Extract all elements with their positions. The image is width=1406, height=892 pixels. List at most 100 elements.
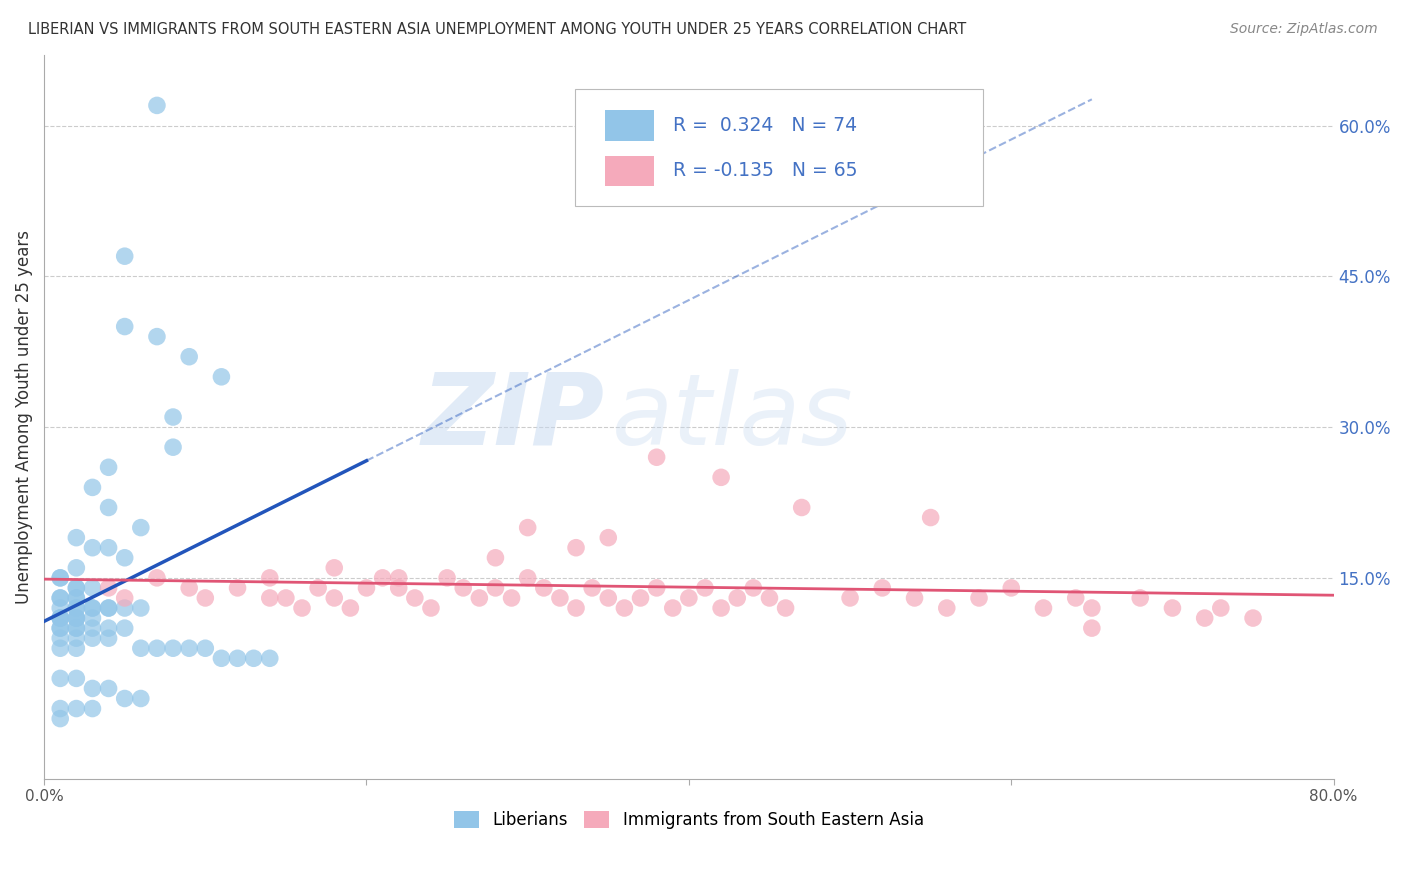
Point bbox=[274, 591, 297, 605]
Point bbox=[725, 591, 748, 605]
Point bbox=[371, 571, 394, 585]
Point bbox=[259, 591, 281, 605]
Point bbox=[82, 601, 104, 615]
Point bbox=[436, 571, 458, 585]
Point bbox=[65, 672, 87, 686]
Bar bbox=[605, 156, 654, 186]
Point bbox=[114, 249, 136, 263]
Point bbox=[49, 571, 72, 585]
Point bbox=[839, 591, 862, 605]
Point bbox=[114, 621, 136, 635]
Point bbox=[82, 581, 104, 595]
Point bbox=[146, 571, 169, 585]
Point bbox=[49, 641, 72, 656]
Point bbox=[710, 470, 733, 484]
Point bbox=[114, 601, 136, 615]
Point bbox=[162, 410, 184, 425]
Point bbox=[97, 500, 120, 515]
Point bbox=[516, 520, 538, 534]
Point bbox=[790, 500, 813, 515]
Point bbox=[49, 591, 72, 605]
Point bbox=[97, 581, 120, 595]
Point bbox=[404, 591, 426, 605]
Point bbox=[693, 581, 716, 595]
Point bbox=[97, 460, 120, 475]
Point bbox=[162, 641, 184, 656]
Point bbox=[484, 550, 506, 565]
Point bbox=[226, 651, 249, 665]
Point bbox=[388, 571, 411, 585]
Point bbox=[65, 581, 87, 595]
Point bbox=[323, 561, 346, 575]
Point bbox=[388, 581, 411, 595]
Point bbox=[82, 601, 104, 615]
Point bbox=[49, 591, 72, 605]
Point bbox=[114, 550, 136, 565]
Point bbox=[1032, 601, 1054, 615]
Point bbox=[645, 581, 668, 595]
Point bbox=[645, 450, 668, 465]
Point bbox=[49, 672, 72, 686]
Text: R =  0.324   N = 74: R = 0.324 N = 74 bbox=[673, 116, 858, 135]
Point bbox=[565, 541, 588, 555]
Point bbox=[598, 531, 620, 545]
Point bbox=[451, 581, 474, 595]
Point bbox=[420, 601, 443, 615]
Point bbox=[516, 571, 538, 585]
Point bbox=[1000, 581, 1022, 595]
Point bbox=[114, 319, 136, 334]
Point bbox=[468, 591, 491, 605]
Point bbox=[291, 601, 314, 615]
Point bbox=[710, 601, 733, 615]
Point bbox=[49, 701, 72, 715]
Point bbox=[65, 601, 87, 615]
Point bbox=[82, 631, 104, 645]
Point bbox=[82, 541, 104, 555]
Point bbox=[548, 591, 571, 605]
Text: Source: ZipAtlas.com: Source: ZipAtlas.com bbox=[1230, 22, 1378, 37]
Point bbox=[565, 601, 588, 615]
Point bbox=[630, 591, 652, 605]
Point bbox=[65, 701, 87, 715]
Point bbox=[65, 591, 87, 605]
Point bbox=[179, 641, 201, 656]
Point bbox=[775, 601, 797, 615]
FancyBboxPatch shape bbox=[575, 89, 983, 206]
Point bbox=[82, 480, 104, 494]
Point bbox=[49, 611, 72, 625]
Point bbox=[242, 651, 264, 665]
Point bbox=[97, 621, 120, 635]
Point bbox=[49, 621, 72, 635]
Point bbox=[226, 581, 249, 595]
Point bbox=[49, 621, 72, 635]
Point bbox=[65, 601, 87, 615]
Point bbox=[49, 712, 72, 726]
Point bbox=[146, 641, 169, 656]
Point bbox=[758, 591, 780, 605]
Point bbox=[356, 581, 378, 595]
Point bbox=[179, 350, 201, 364]
Point bbox=[661, 601, 683, 615]
Point bbox=[65, 581, 87, 595]
Point bbox=[1129, 591, 1152, 605]
Point bbox=[259, 651, 281, 665]
Point bbox=[49, 601, 72, 615]
Text: R = -0.135   N = 65: R = -0.135 N = 65 bbox=[673, 161, 858, 180]
Point bbox=[1161, 601, 1184, 615]
Legend: Liberians, Immigrants from South Eastern Asia: Liberians, Immigrants from South Eastern… bbox=[447, 805, 931, 836]
Point bbox=[49, 611, 72, 625]
Point bbox=[82, 701, 104, 715]
Y-axis label: Unemployment Among Youth under 25 years: Unemployment Among Youth under 25 years bbox=[15, 230, 32, 604]
Point bbox=[1081, 601, 1104, 615]
Point bbox=[82, 621, 104, 635]
Point bbox=[339, 601, 361, 615]
Bar bbox=[605, 110, 654, 141]
Point bbox=[1194, 611, 1216, 625]
Point bbox=[678, 591, 700, 605]
Point bbox=[323, 591, 346, 605]
Point bbox=[533, 581, 555, 595]
Point bbox=[97, 631, 120, 645]
Point bbox=[967, 591, 990, 605]
Point bbox=[65, 641, 87, 656]
Point bbox=[613, 601, 636, 615]
